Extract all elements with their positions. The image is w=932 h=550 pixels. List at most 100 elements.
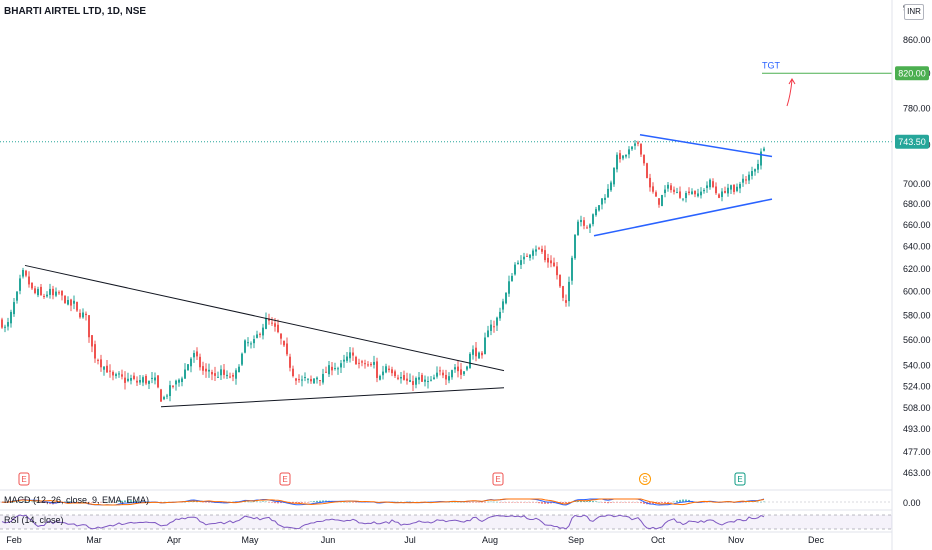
macd-histogram-bar	[253, 501, 255, 503]
macd-histogram-bar	[607, 502, 609, 504]
macd-histogram-bar	[538, 502, 540, 504]
y-tick-label: 524.00	[903, 381, 931, 391]
candle-body	[16, 291, 18, 301]
macd-histogram-bar	[163, 501, 165, 503]
candle-body	[706, 185, 708, 189]
macd-histogram-bar	[259, 501, 261, 503]
macd-histogram-bar	[601, 502, 603, 503]
candle-body	[64, 295, 66, 304]
candle-body	[358, 362, 360, 364]
candle-body	[754, 169, 756, 172]
y-tick-label: 493.00	[903, 424, 931, 434]
candle-body	[580, 219, 582, 223]
candle-body	[544, 250, 546, 261]
macd-histogram-bar	[529, 502, 531, 503]
macd-histogram-bar	[487, 501, 489, 503]
macd-histogram-bar	[463, 501, 465, 503]
candle-body	[199, 356, 201, 368]
x-tick-label: Sep	[568, 535, 584, 545]
macd-label: MACD (12, 26, close, 9, EMA, EMA)	[4, 495, 150, 505]
candle-body	[265, 318, 267, 329]
macd-histogram-bar	[43, 502, 45, 503]
candle-body	[379, 375, 381, 380]
candle-body	[427, 381, 429, 383]
candle-body	[301, 379, 303, 381]
candle-body	[217, 376, 219, 378]
candle-body	[670, 185, 672, 191]
macd-histogram-bar	[757, 501, 759, 503]
candle-body	[241, 353, 243, 365]
candle-body	[283, 340, 285, 346]
candle-body	[187, 364, 189, 371]
candle-body	[109, 370, 111, 372]
macd-axis-label: 0.00	[903, 498, 921, 508]
target-annotation: TGT	[762, 60, 892, 107]
rsi-line	[1, 514, 765, 530]
candle-body	[448, 376, 450, 381]
currency-badge[interactable]: INR	[904, 4, 924, 20]
candle-body	[268, 318, 270, 321]
candle-body	[517, 262, 519, 264]
trendline	[593, 198, 773, 237]
candle-body	[160, 389, 162, 402]
macd-histogram-bar	[139, 501, 141, 502]
macd-histogram-bar	[760, 501, 762, 503]
macd-pane	[0, 498, 892, 506]
candle-body	[88, 315, 90, 338]
y-tick-label: 680.00	[903, 199, 931, 209]
macd-histogram-bar	[547, 502, 549, 504]
candle-body	[67, 299, 69, 305]
candle-body	[136, 380, 138, 383]
candle-body	[694, 190, 696, 195]
candle-body	[181, 378, 183, 382]
candle-body	[394, 371, 396, 377]
candle-body	[736, 186, 738, 191]
macd-histogram-bar	[46, 502, 48, 504]
candle-body	[505, 292, 507, 304]
y-tick-label: 580.00	[903, 310, 931, 320]
candle-body	[382, 371, 384, 376]
candle-body	[232, 374, 234, 377]
macd-histogram-bar	[322, 500, 324, 502]
candle-body	[730, 185, 732, 190]
time-axis[interactable]: Feb Mar Apr May Jun Jul Aug Sep Oct Nov Dec	[6, 535, 824, 545]
candle-body	[700, 191, 702, 196]
candle-body	[541, 248, 543, 252]
candle-body	[76, 301, 78, 311]
macd-histogram-bar	[508, 502, 510, 503]
event-marker-label: E	[737, 475, 742, 484]
candle-body	[418, 377, 420, 380]
macd-histogram-bar	[28, 501, 30, 503]
candle-body	[595, 209, 597, 216]
price-axis[interactable]: 860.00820.00780.00740.00700.00680.00660.…	[891, 0, 931, 550]
candle-body	[571, 257, 573, 281]
macd-histogram-bar	[568, 502, 570, 503]
candle-body	[514, 264, 516, 275]
candle-body	[664, 189, 666, 194]
macd-histogram-bar	[481, 502, 483, 503]
macd-histogram-bar	[277, 502, 279, 504]
candle-body	[451, 370, 453, 378]
candle-body	[409, 380, 411, 382]
candle-body	[388, 368, 390, 371]
macd-histogram-bar	[589, 500, 591, 502]
candle-body	[256, 334, 258, 338]
candle-body	[319, 380, 321, 382]
macd-histogram-bar	[745, 501, 747, 503]
candle-body	[709, 179, 711, 188]
trendlines	[24, 134, 773, 408]
event-marker-label: E	[495, 475, 500, 484]
macd-histogram-bar	[469, 502, 471, 503]
target-arrow-shaft	[786, 79, 793, 107]
macd-histogram-bar	[409, 501, 411, 503]
candle-body	[568, 281, 570, 302]
macd-histogram-bar	[112, 502, 114, 503]
candle-body	[46, 294, 48, 297]
candle-body	[238, 366, 240, 373]
target-label: TGT	[762, 60, 780, 70]
y-tick-label: 508.00	[903, 403, 931, 413]
candle-body	[715, 186, 717, 194]
macd-histogram-bar	[184, 501, 186, 503]
candle-body	[220, 369, 222, 376]
